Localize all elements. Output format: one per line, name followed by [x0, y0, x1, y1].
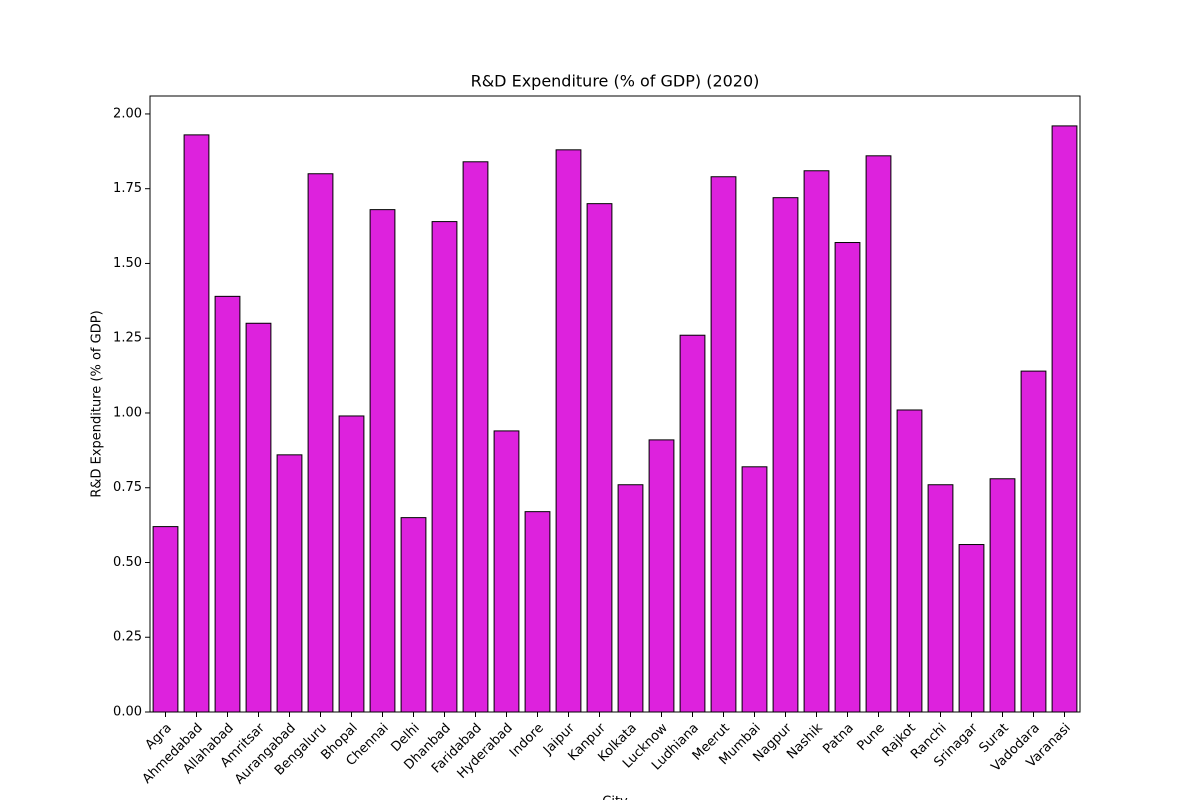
bar	[183, 134, 210, 713]
bar	[462, 161, 489, 713]
bar	[803, 170, 830, 713]
bar	[617, 484, 644, 713]
chart-title: R&D Expenditure (% of GDP) (2020)	[471, 72, 760, 91]
y-tick-label: 1.50	[113, 256, 142, 271]
bar	[245, 322, 272, 713]
bar	[741, 466, 768, 713]
y-tick-label: 0.75	[113, 480, 142, 495]
bar	[648, 439, 675, 713]
bar	[896, 409, 923, 713]
bar	[834, 242, 861, 713]
bar	[555, 149, 582, 713]
bar	[307, 173, 334, 713]
bar	[493, 430, 520, 713]
bar	[710, 176, 737, 713]
bar	[865, 155, 892, 713]
bar	[152, 526, 179, 713]
y-tick-label: 0.25	[113, 630, 142, 645]
bar	[338, 415, 365, 713]
bar	[586, 203, 613, 713]
bar	[276, 454, 303, 713]
bar	[431, 221, 458, 713]
bar	[214, 295, 241, 713]
bar	[524, 511, 551, 713]
plot-frame	[149, 95, 1081, 713]
bar	[369, 209, 396, 713]
y-tick-label: 1.25	[113, 331, 142, 346]
y-tick-label: 1.75	[113, 181, 142, 196]
x-tick-label: Patna	[820, 721, 856, 757]
y-tick-label: 0.50	[113, 555, 142, 570]
y-tick-label: 0.00	[113, 705, 142, 720]
x-axis-label: City	[602, 795, 628, 800]
x-tick-label: Nashik	[784, 720, 826, 762]
bar	[679, 334, 706, 713]
y-tick-label: 2.00	[113, 106, 142, 121]
bar	[958, 544, 985, 713]
bar	[989, 478, 1016, 713]
bar	[772, 197, 799, 713]
bar	[1020, 370, 1047, 713]
y-axis-label: R&D Expenditure (% of GDP)	[90, 310, 105, 497]
x-tick-label: Indore	[507, 721, 547, 761]
bar	[400, 517, 427, 713]
bar	[927, 484, 954, 713]
bar	[1051, 125, 1078, 713]
y-tick-label: 1.00	[113, 405, 142, 420]
